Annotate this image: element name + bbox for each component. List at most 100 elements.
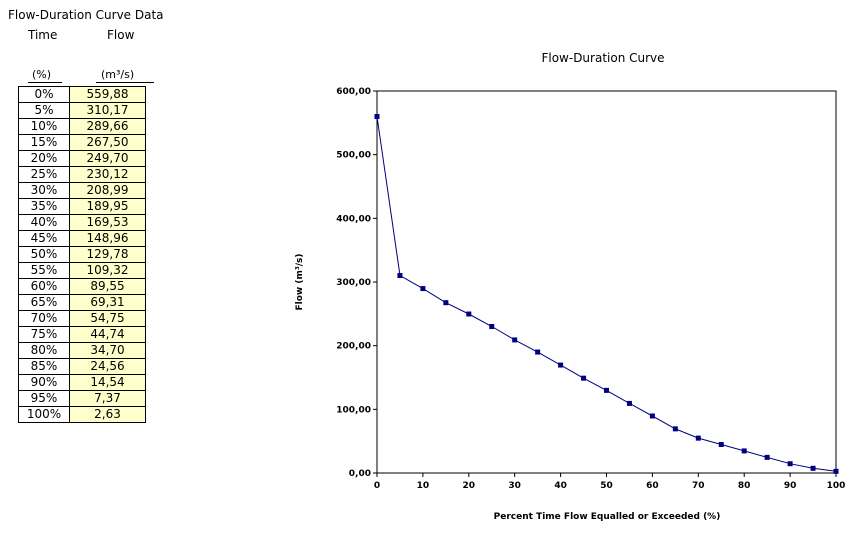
time-cell: 50% xyxy=(18,246,70,263)
time-cell: 5% xyxy=(18,102,70,119)
data-point xyxy=(512,337,518,343)
table-row: 80% 34,70 xyxy=(18,342,146,359)
data-point xyxy=(741,448,747,454)
table-title: Flow-Duration Curve Data xyxy=(8,8,164,22)
data-point xyxy=(764,454,770,460)
data-point xyxy=(695,435,701,441)
time-cell: 20% xyxy=(18,150,70,167)
y-tick-label: 400,00 xyxy=(336,214,371,224)
x-tick-label: 80 xyxy=(738,481,751,491)
time-cell: 65% xyxy=(18,294,70,311)
flow-cell: 109,32 xyxy=(69,262,146,279)
table-row: 100% 2,63 xyxy=(18,406,146,423)
flow-cell: 148,96 xyxy=(69,230,146,247)
table-row: 55% 109,32 xyxy=(18,262,146,279)
table-row: 35% 189,95 xyxy=(18,198,146,215)
chart-title: Flow-Duration Curve xyxy=(541,51,664,65)
time-cell: 15% xyxy=(18,134,70,151)
x-tick-label: 40 xyxy=(554,481,567,491)
table-row: 10% 289,66 xyxy=(18,118,146,135)
time-cell: 80% xyxy=(18,342,70,359)
table-row: 25% 230,12 xyxy=(18,166,146,183)
time-cell: 60% xyxy=(18,278,70,295)
table-row: 90% 14,54 xyxy=(18,374,146,391)
time-cell: 70% xyxy=(18,310,70,327)
data-point xyxy=(489,323,495,329)
data-point xyxy=(558,362,564,368)
x-tick-label: 90 xyxy=(784,481,797,491)
x-tick-label: 30 xyxy=(508,481,521,491)
flow-cell: 559,88 xyxy=(69,86,146,103)
x-tick-label: 20 xyxy=(463,481,476,491)
time-cell: 95% xyxy=(18,390,70,407)
flow-column-header: Flow xyxy=(107,28,135,42)
time-cell: 90% xyxy=(18,374,70,391)
flow-cell: 249,70 xyxy=(69,150,146,167)
flow-series-markers xyxy=(374,114,839,474)
flow-cell: 310,17 xyxy=(69,102,146,119)
y-tick-label: 0,00 xyxy=(349,469,371,479)
table-row: 85% 24,56 xyxy=(18,358,146,375)
table-row: 45% 148,96 xyxy=(18,230,146,247)
y-tick-label: 200,00 xyxy=(336,342,371,352)
flow-cell: 208,99 xyxy=(69,182,146,199)
time-cell: 40% xyxy=(18,214,70,231)
flow-cell: 129,78 xyxy=(69,246,146,263)
data-point xyxy=(535,349,541,355)
data-point xyxy=(397,273,403,279)
x-axis-label: Percent Time Flow Equalled or Exceeded (… xyxy=(494,512,721,522)
y-tick-label: 600,00 xyxy=(336,87,371,97)
y-axis-label: Flow (m³/s) xyxy=(295,253,305,310)
data-point xyxy=(649,413,655,419)
x-tick-label: 10 xyxy=(417,481,430,491)
time-column-header: Time xyxy=(28,28,58,42)
x-tick-label: 100 xyxy=(827,481,846,491)
time-cell: 45% xyxy=(18,230,70,247)
table-row: 70% 54,75 xyxy=(18,310,146,327)
data-point xyxy=(581,375,587,381)
time-cell: 100% xyxy=(18,406,70,423)
flow-duration-table-body: 0% 559,88 5% 310,17 10% 289,66 15% 267,50 20% 249… xyxy=(18,86,146,423)
flow-cell: 89,55 xyxy=(69,278,146,295)
table-row: 50% 129,78 xyxy=(18,246,146,263)
time-unit-header: (%) xyxy=(32,68,52,81)
y-tick-label: 100,00 xyxy=(336,405,371,415)
flow-duration-chart: Flow-Duration Curve 0,00100,00200,00300,… xyxy=(295,51,846,522)
table-row: 20% 249,70 xyxy=(18,150,146,167)
time-cell: 25% xyxy=(18,166,70,183)
flow-duration-table: 0% 559,88 5% 310,17 10% 289,66 15% 267,50 20% 249… xyxy=(18,86,146,423)
table-row: 75% 44,74 xyxy=(18,326,146,343)
table-row: 30% 208,99 xyxy=(18,182,146,199)
time-cell: 10% xyxy=(18,118,70,135)
data-point xyxy=(466,311,472,317)
flow-cell: 14,54 xyxy=(69,374,146,391)
data-point xyxy=(810,465,816,471)
time-cell: 75% xyxy=(18,326,70,343)
time-cell: 0% xyxy=(18,86,70,103)
flow-cell: 169,53 xyxy=(69,214,146,231)
table-row: 0% 559,88 xyxy=(18,86,146,103)
flow-cell: 189,95 xyxy=(69,198,146,215)
time-cell: 85% xyxy=(18,358,70,375)
data-point xyxy=(672,426,678,432)
time-unit-underline xyxy=(28,82,62,83)
y-tick-label: 500,00 xyxy=(336,151,371,161)
flow-cell: 7,37 xyxy=(69,390,146,407)
data-point xyxy=(833,468,839,474)
x-tick-label: 60 xyxy=(646,481,659,491)
flow-cell: 69,31 xyxy=(69,294,146,311)
x-tick-label: 50 xyxy=(600,481,613,491)
table-row: 40% 169,53 xyxy=(18,214,146,231)
table-row: 15% 267,50 xyxy=(18,134,146,151)
flow-cell: 2,63 xyxy=(69,406,146,423)
flow-cell: 44,74 xyxy=(69,326,146,343)
data-point xyxy=(420,286,426,292)
table-row: 95% 7,37 xyxy=(18,390,146,407)
data-point xyxy=(718,442,724,448)
time-cell: 30% xyxy=(18,182,70,199)
flow-cell: 289,66 xyxy=(69,118,146,135)
data-point xyxy=(626,400,632,406)
time-cell: 35% xyxy=(18,198,70,215)
table-row: 65% 69,31 xyxy=(18,294,146,311)
x-tick-label: 0 xyxy=(374,481,380,491)
